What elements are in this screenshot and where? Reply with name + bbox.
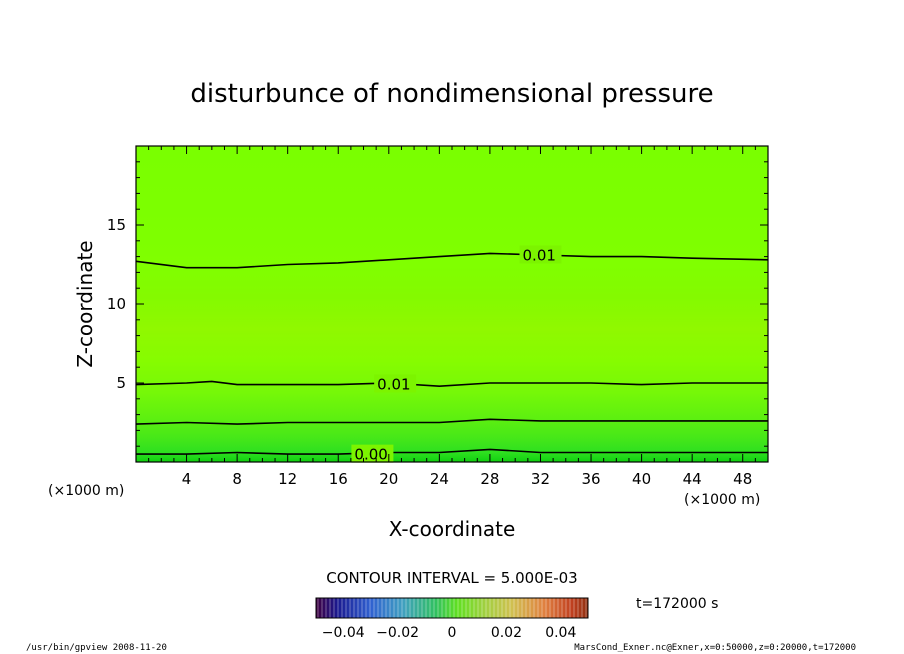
footer-right: MarsCond_Exner.nc@Exner,x=0:50000,z=0:20…: [574, 643, 856, 653]
x-tick-label: 44: [683, 470, 702, 488]
plot-area: 0.010.010.00 4 8 12 16 20 24 28 32 36 40 44 48 5101…: [107, 145, 769, 488]
contour-label-bg: [351, 444, 394, 463]
y-axis-ticks: 5 10 15: [107, 161, 768, 447]
x-tick-label: 24: [430, 470, 449, 488]
contour-line: [136, 252, 768, 269]
y-axis-label: Z-coordinate: [73, 240, 97, 367]
x-tick-label: 8: [232, 470, 242, 488]
contour-label: 0.00: [354, 446, 387, 464]
contour-line: [136, 418, 768, 425]
contour-label-bg: [374, 374, 417, 393]
colorbar-tick-label: 0.04: [545, 625, 576, 641]
colorbar-stripes: [317, 598, 587, 618]
contour-labels: 0.01 0.01 0.00: [351, 245, 562, 464]
colorbar-tick-label: −0.02: [376, 625, 419, 641]
footer-left: /usr/bin/gpview 2008-11-20: [26, 643, 167, 653]
x-axis-ticks: 4 8 12 16 20 24 28 32 36 40 44 48: [148, 146, 756, 488]
contour-label: 0.01: [523, 246, 556, 264]
colorbar-tick-label: 0.02: [491, 625, 522, 641]
colorbar-tick-label: −0.04: [322, 625, 365, 641]
colorbar: −0.04 −0.02 0 0.02 0.04: [315, 597, 589, 641]
x-tick-label: 32: [531, 470, 550, 488]
x-tick-label: 16: [329, 470, 348, 488]
contour-lines: [136, 252, 768, 455]
colorbar-ticks: −0.04 −0.02 0 0.02 0.04: [322, 625, 577, 641]
chart-title: disturbunce of nondimensional pressure: [190, 79, 713, 109]
colorbar-frame: [315, 597, 589, 619]
x-tick-label: 28: [480, 470, 499, 488]
x-tick-label: 48: [733, 470, 752, 488]
x-tick-label: 4: [182, 470, 192, 488]
x-tick-label: 36: [581, 470, 600, 488]
contour-label-bg: [519, 245, 562, 264]
y-tick-label: 15: [107, 216, 126, 234]
y-tick-label: 10: [107, 295, 126, 313]
x-tick-label: 40: [632, 470, 651, 488]
contour-interval: CONTOUR INTERVAL = 5.000E-03: [326, 569, 577, 587]
x-tick-label: 20: [379, 470, 398, 488]
y-tick-label: 5: [116, 374, 126, 392]
colorbar-fill: [316, 598, 588, 618]
x-axis-unit: (×1000 m): [684, 492, 760, 508]
contour-line: [136, 448, 768, 455]
contour-label: 0.01: [377, 375, 410, 393]
x-axis-label: X-coordinate: [389, 517, 516, 541]
x-tick-label: 12: [278, 470, 297, 488]
field-fill: [136, 146, 768, 462]
time-label: t=172000 s: [636, 596, 718, 612]
colorbar-tick-label: 0: [448, 625, 457, 641]
y-axis-unit: (×1000 m): [48, 483, 124, 499]
